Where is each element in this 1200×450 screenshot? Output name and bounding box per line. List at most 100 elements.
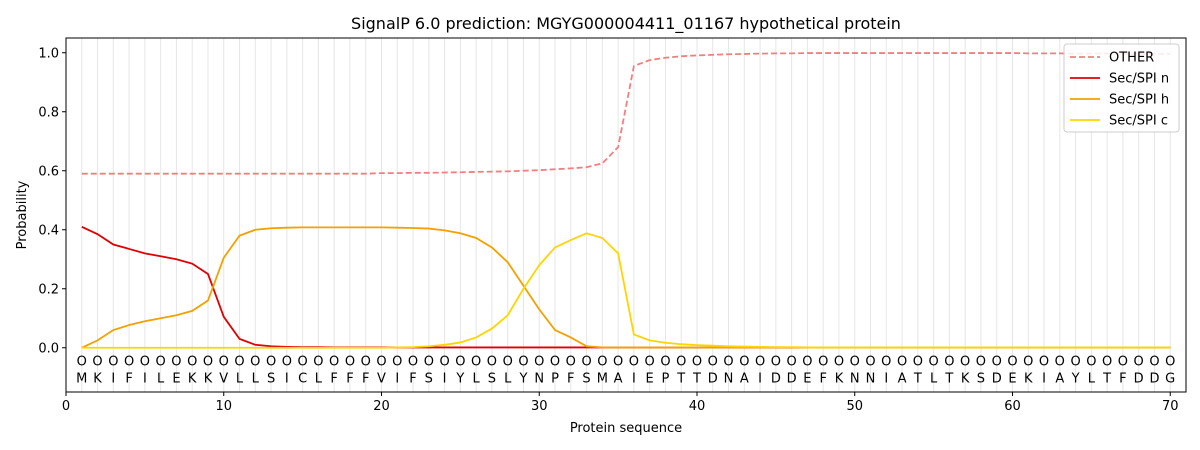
x-tick-label: 40 xyxy=(689,399,706,414)
residue-label: I xyxy=(285,371,289,386)
y-tick-label: 0.4 xyxy=(38,223,59,238)
residue-label: N xyxy=(534,371,544,386)
series-line-sec-spi-h xyxy=(81,226,1171,349)
region-marker: O xyxy=(439,354,449,369)
residue-label: A xyxy=(1055,371,1064,386)
region-marker: O xyxy=(329,354,339,369)
region-marker: O xyxy=(771,354,781,369)
residue-label: P xyxy=(662,371,670,386)
region-marker: O xyxy=(361,354,371,369)
region-marker: O xyxy=(787,354,797,369)
residue-label: M xyxy=(76,371,87,386)
residue-label: L xyxy=(157,371,165,386)
region-marker: O xyxy=(960,354,970,369)
region-marker: O xyxy=(534,354,544,369)
region-marker: O xyxy=(944,354,954,369)
x-axis-title: Protein sequence xyxy=(570,421,682,436)
region-marker: O xyxy=(219,354,229,369)
residue-label: I xyxy=(395,371,399,386)
residue-label: S xyxy=(425,371,433,386)
region-marker: O xyxy=(723,354,733,369)
y-tick-label: 0.8 xyxy=(38,105,59,120)
residue-label: N xyxy=(724,371,734,386)
residue-label: E xyxy=(172,371,180,386)
residue-label: T xyxy=(913,371,922,386)
residue-label: S xyxy=(488,371,496,386)
region-marker: O xyxy=(676,354,686,369)
residue-label: L xyxy=(504,371,512,386)
residue-label: K xyxy=(188,371,197,386)
legend-label: Sec/SPI n xyxy=(1109,72,1169,87)
region-marker: O xyxy=(424,354,434,369)
residue-label: E xyxy=(803,371,811,386)
region-marker: O xyxy=(992,354,1002,369)
x-tick-label: 50 xyxy=(846,399,863,414)
region-marker: O xyxy=(1118,354,1128,369)
region-marker: O xyxy=(581,354,591,369)
region-marker: O xyxy=(298,354,308,369)
residue-label: I xyxy=(443,371,447,386)
residue-label: F xyxy=(567,371,574,386)
residue-label: I xyxy=(758,371,762,386)
region-marker: O xyxy=(597,354,607,369)
residue-label: A xyxy=(740,371,749,386)
residue-label: E xyxy=(646,371,654,386)
legend-label: Sec/SPI h xyxy=(1109,93,1169,108)
region-marker: O xyxy=(834,354,844,369)
series-line-sec-spi-n xyxy=(81,225,1171,349)
region-marker: O xyxy=(739,354,749,369)
residue-label: S xyxy=(267,371,275,386)
series-line-other xyxy=(81,52,1171,175)
residue-label: T xyxy=(944,371,953,386)
y-tick-label: 0.0 xyxy=(38,341,59,356)
region-marker: O xyxy=(124,354,134,369)
region-marker: O xyxy=(266,354,276,369)
region-marker: O xyxy=(487,354,497,369)
residue-label: D xyxy=(992,371,1002,386)
region-marker: O xyxy=(187,354,197,369)
region-marker: O xyxy=(1007,354,1017,369)
series-line-sec-spi-c xyxy=(81,232,1171,349)
region-marker: O xyxy=(1102,354,1112,369)
region-marker: O xyxy=(455,354,465,369)
region-marker: O xyxy=(203,354,213,369)
region-marker: O xyxy=(92,354,102,369)
residue-label: K xyxy=(93,371,102,386)
region-marker: O xyxy=(250,354,260,369)
plot-frame xyxy=(65,37,1187,393)
x-tick-label: 20 xyxy=(373,399,390,414)
region-marker: O xyxy=(613,354,623,369)
residue-label: N xyxy=(866,371,876,386)
region-marker: O xyxy=(1039,354,1049,369)
region-marker: O xyxy=(913,354,923,369)
region-marker: O xyxy=(1055,354,1065,369)
residue-label: F xyxy=(330,371,337,386)
residue-label: A xyxy=(614,371,623,386)
residue-label: L xyxy=(252,371,260,386)
residue-label: F xyxy=(409,371,416,386)
residue-label: D xyxy=(771,371,781,386)
y-tick-label: 0.6 xyxy=(38,164,59,179)
residue-label: D xyxy=(708,371,718,386)
region-marker: O xyxy=(629,354,639,369)
residue-label: F xyxy=(362,371,369,386)
region-marker: O xyxy=(708,354,718,369)
x-tick-label: 10 xyxy=(215,399,232,414)
legend-box xyxy=(1063,43,1180,133)
region-marker: O xyxy=(550,354,560,369)
legend-label: OTHER xyxy=(1109,51,1154,66)
residue-label: M xyxy=(597,371,608,386)
region-marker: O xyxy=(928,354,938,369)
residue-label: T xyxy=(676,371,685,386)
x-tick-label: 60 xyxy=(1004,399,1021,414)
residue-label: I xyxy=(632,371,636,386)
x-tick-label: 0 xyxy=(62,399,70,414)
x-tick-label: 30 xyxy=(531,399,548,414)
residue-label: K xyxy=(1024,371,1033,386)
region-marker: O xyxy=(1134,354,1144,369)
residue-label: F xyxy=(346,371,353,386)
legend: OTHER Sec/SPI n Sec/SPI h Sec/SPI c xyxy=(1063,43,1180,133)
residue-label: I xyxy=(111,371,115,386)
